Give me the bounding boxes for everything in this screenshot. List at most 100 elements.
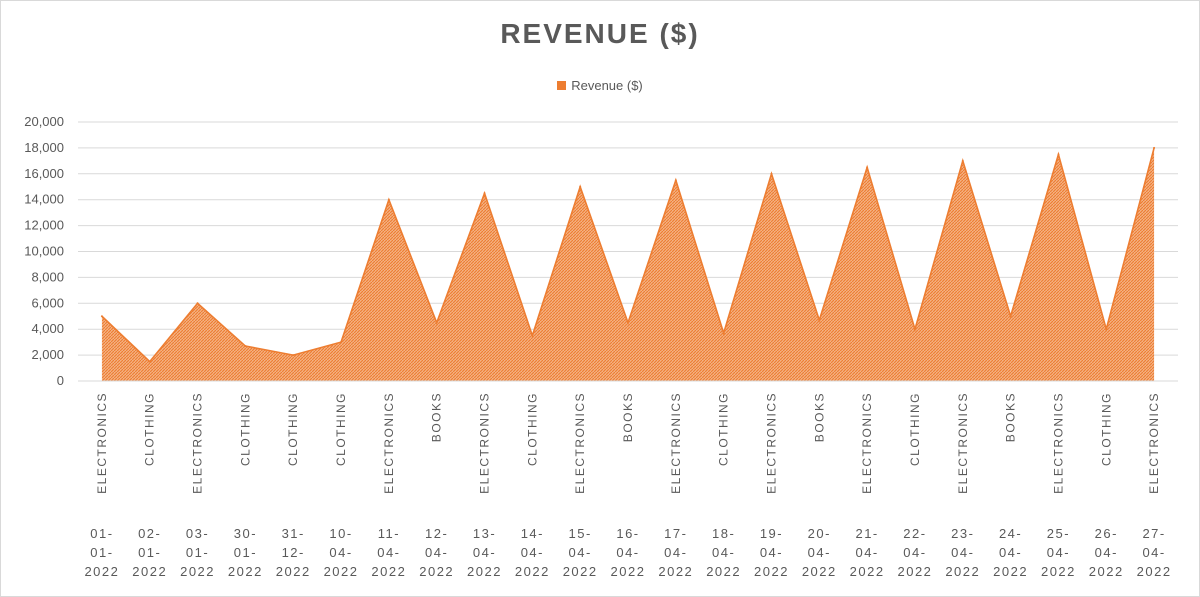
x-category-label: CLOTHING [717, 392, 731, 466]
x-date-line: 04- [808, 545, 831, 560]
data-point [148, 360, 151, 363]
legend: Revenue ($) [0, 78, 1200, 93]
x-date-label: 24- 04- 2022 [993, 526, 1028, 579]
y-tick-label: 16,000 [24, 166, 64, 181]
x-category-label: ELECTRONICS [764, 392, 778, 494]
x-date-line: 2022 [706, 564, 741, 579]
x-date-line: 04- [473, 545, 496, 560]
data-point [531, 334, 534, 337]
x-date-line: 13- [473, 526, 496, 541]
x-date-line: 04- [329, 545, 352, 560]
legend-swatch [557, 81, 567, 90]
data-point [1057, 153, 1060, 156]
x-date-line: 24- [999, 526, 1022, 541]
x-date-line: 04- [903, 545, 926, 560]
x-date-line: 04- [377, 545, 400, 560]
x-category-label: ELECTRONICS [382, 392, 396, 494]
x-date-line: 01- [90, 545, 113, 560]
data-point [913, 328, 916, 331]
x-category-label: ELECTRONICS [669, 392, 683, 494]
x-date-label: 23- 04- 2022 [945, 526, 980, 579]
data-point [483, 192, 486, 195]
x-category-label: ELECTRONICS [860, 392, 874, 494]
x-date-label: 31- 12- 2022 [276, 526, 311, 579]
x-category-label: BOOKS [812, 392, 826, 442]
x-date-label: 03- 01- 2022 [180, 526, 215, 579]
revenue-area [101, 147, 1155, 381]
x-date-line: 27- [1142, 526, 1165, 541]
x-date-line: 17- [664, 526, 687, 541]
x-date-line: 19- [760, 526, 783, 541]
x-category-label: ELECTRONICS [573, 392, 587, 494]
data-point [818, 319, 821, 322]
legend-label: Revenue ($) [571, 78, 643, 93]
x-category-label: BOOKS [621, 392, 635, 442]
x-date-line: 22- [903, 526, 926, 541]
data-point [244, 345, 247, 348]
x-date-label: 25- 04- 2022 [1041, 526, 1076, 579]
x-date-line: 04- [951, 545, 974, 560]
x-date-line: 01- [186, 545, 209, 560]
x-date-line: 20- [808, 526, 831, 541]
data-point [627, 321, 629, 324]
x-date-line: 2022 [84, 564, 119, 579]
y-tick-label: 2,000 [31, 347, 64, 362]
x-date-line: 2022 [324, 564, 359, 579]
x-date-line: 2022 [897, 564, 932, 579]
y-tick-label: 0 [57, 373, 64, 388]
x-date-line: 04- [521, 545, 544, 560]
data-point [435, 321, 438, 324]
x-date-line: 12- [425, 526, 448, 541]
x-date-line: 04- [1142, 545, 1165, 560]
y-tick-label: 18,000 [24, 140, 64, 155]
x-date-label: 13- 04- 2022 [467, 526, 502, 579]
data-point [770, 172, 773, 175]
x-date-line: 2022 [563, 564, 598, 579]
x-date-line: 2022 [993, 564, 1028, 579]
x-date-line: 02- [138, 526, 161, 541]
x-category-label: CLOTHING [525, 392, 539, 466]
x-category-label: CLOTHING [334, 392, 348, 466]
y-tick-label: 12,000 [24, 218, 64, 233]
x-date-label: 01- 01- 2022 [84, 526, 119, 579]
x-category-label: ELECTRONICS [956, 392, 970, 494]
x-category-label: BOOKS [430, 392, 444, 442]
x-date-line: 18- [712, 526, 735, 541]
x-date-line: 04- [855, 545, 878, 560]
data-point [340, 341, 343, 344]
x-date-line: 14- [521, 526, 544, 541]
data-point [292, 354, 295, 357]
x-date-label: 10- 04- 2022 [324, 526, 359, 579]
x-date-label: 26- 04- 2022 [1089, 526, 1124, 579]
x-date-line: 04- [425, 545, 448, 560]
x-category-label: CLOTHING [238, 392, 252, 466]
data-point [674, 179, 677, 182]
x-date-label: 19- 04- 2022 [754, 526, 789, 579]
y-tick-label: 8,000 [31, 269, 64, 284]
x-date-label: 15- 04- 2022 [563, 526, 598, 579]
data-point [961, 159, 964, 162]
x-date-line: 31- [282, 526, 305, 541]
x-date-line: 2022 [371, 564, 406, 579]
data-point [1009, 315, 1012, 318]
x-date-label: 21- 04- 2022 [850, 526, 885, 579]
x-category-label: ELECTRONICS [1051, 392, 1065, 494]
x-date-line: 23- [951, 526, 974, 541]
x-date-line: 01- [138, 545, 161, 560]
x-category-label: CLOTHING [286, 392, 300, 466]
data-point [1105, 328, 1108, 331]
x-date-line: 01- [234, 545, 257, 560]
x-date-line: 2022 [228, 564, 263, 579]
x-date-line: 2022 [276, 564, 311, 579]
x-category-label: ELECTRONICS [478, 392, 492, 494]
x-date-line: 2022 [419, 564, 454, 579]
x-date-line: 16- [616, 526, 639, 541]
x-date-line: 04- [569, 545, 592, 560]
chart-title: REVENUE ($) [500, 18, 700, 49]
x-date-line: 21- [855, 526, 878, 541]
x-date-line: 2022 [945, 564, 980, 579]
x-category-label: ELECTRONICS [95, 392, 109, 494]
x-date-line: 12- [282, 545, 305, 560]
x-category-label: ELECTRONICS [1147, 392, 1161, 494]
